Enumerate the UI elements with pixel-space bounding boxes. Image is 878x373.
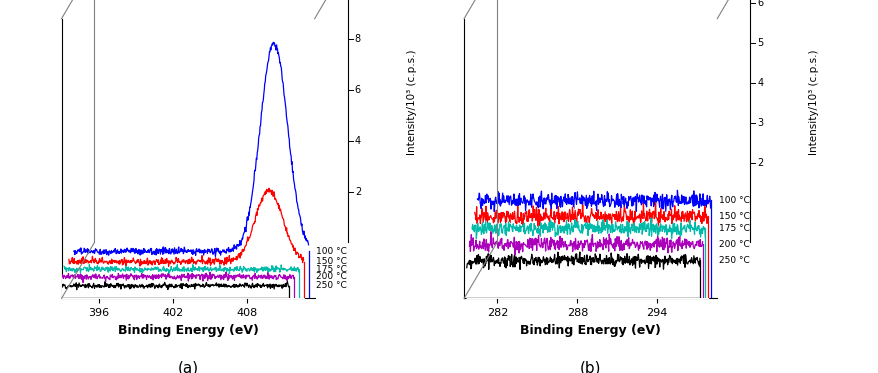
Text: 150 °C: 150 °C [316, 257, 347, 266]
X-axis label: Binding Energy (eV): Binding Energy (eV) [520, 324, 660, 337]
Text: 6: 6 [757, 0, 763, 8]
X-axis label: Binding Energy (eV): Binding Energy (eV) [118, 324, 258, 337]
Text: 150 °C: 150 °C [718, 212, 749, 221]
Text: 2: 2 [355, 186, 361, 197]
Text: 100 °C: 100 °C [718, 196, 749, 205]
Text: Intensity/10³ (c.p.s.): Intensity/10³ (c.p.s.) [407, 50, 416, 155]
Text: 200 °C: 200 °C [316, 272, 347, 281]
Text: (a): (a) [177, 361, 198, 373]
Text: 200 °C: 200 °C [718, 240, 749, 249]
Text: 175 °C: 175 °C [718, 224, 749, 233]
Text: 175 °C: 175 °C [316, 265, 347, 274]
Text: 4: 4 [355, 136, 361, 146]
Text: 250 °C: 250 °C [718, 256, 749, 265]
Text: (b): (b) [579, 361, 601, 373]
Text: 5: 5 [757, 38, 763, 48]
Text: 6: 6 [355, 85, 361, 95]
Text: Intensity/10³ (c.p.s.): Intensity/10³ (c.p.s.) [809, 50, 818, 155]
Text: 8: 8 [355, 34, 361, 44]
Text: 3: 3 [757, 117, 763, 128]
Text: 250 °C: 250 °C [316, 281, 347, 290]
Text: 4: 4 [757, 78, 763, 88]
Text: 100 °C: 100 °C [316, 247, 347, 256]
Text: 2: 2 [757, 157, 763, 167]
